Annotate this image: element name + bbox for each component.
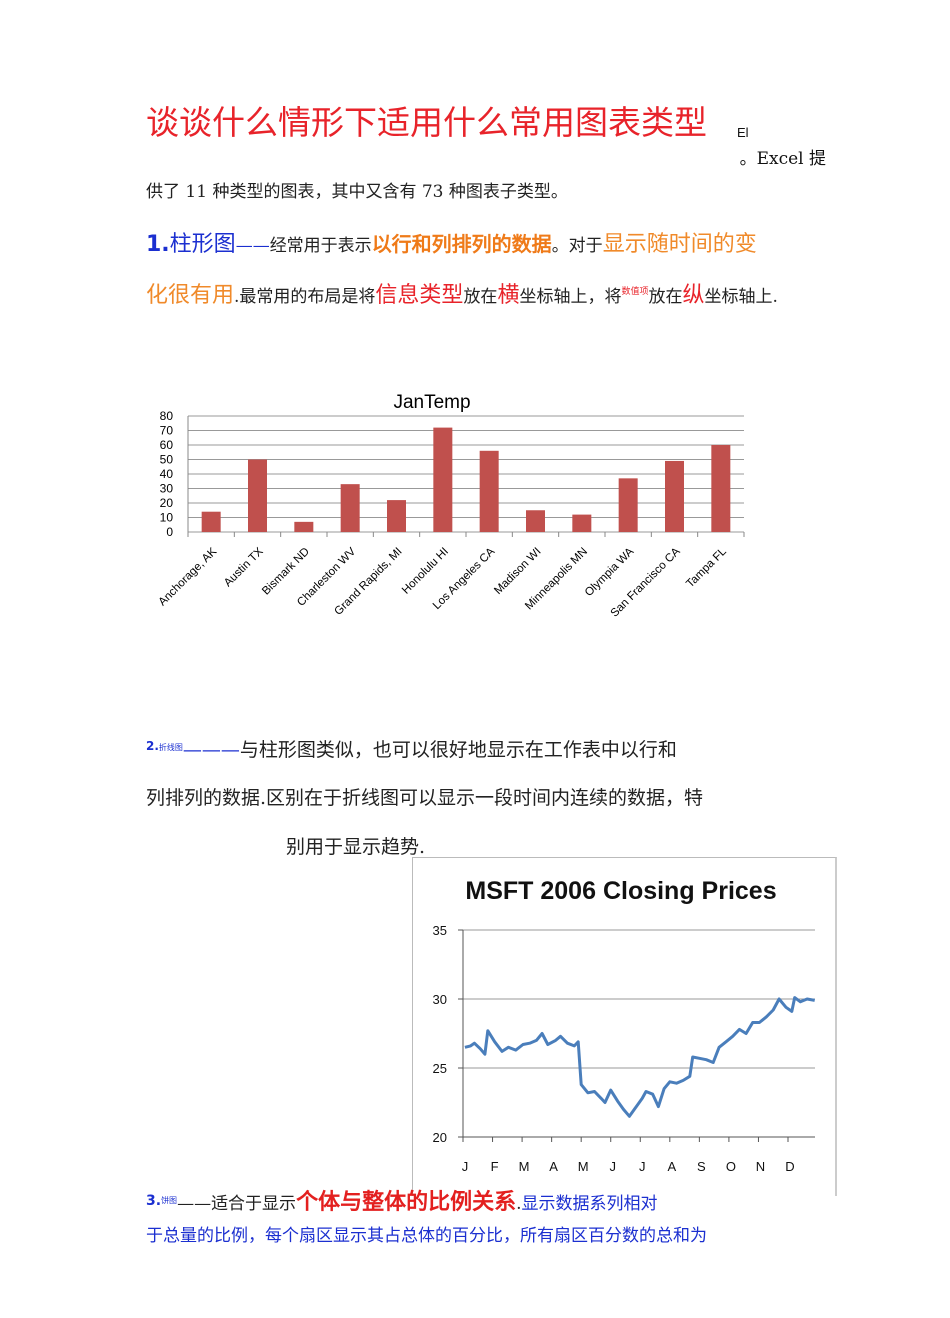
text: 显示数据系列相对: [521, 1194, 658, 1214]
section2-number: 2.: [146, 739, 159, 753]
text: .最常用的布局是将: [234, 287, 376, 307]
chart-title: JanTemp: [393, 392, 470, 413]
section3-number: 3.: [146, 1193, 162, 1209]
text: 放在: [463, 287, 498, 307]
y-tick-label: 20: [160, 496, 174, 510]
x-tick-label: Bismark ND: [260, 546, 312, 598]
x-tick-label: Los Angeles CA: [431, 545, 498, 612]
text: .: [516, 1194, 522, 1214]
y-tick-label: 80: [160, 409, 174, 423]
title-suffix: El: [737, 125, 749, 140]
section2-line2: 列排列的数据.区别在于折线图可以显示一段时间内连续的数据，特: [146, 787, 704, 809]
section2-line3: 别用于显示趋势.: [286, 836, 426, 858]
x-tick-label: Austin TX: [222, 545, 266, 589]
bar: [201, 511, 221, 532]
highlight: 横: [497, 283, 520, 308]
x-tick-label: Tampa FL: [684, 545, 729, 590]
page-title: 谈谈什么情形下适用什么常用图表类型: [146, 103, 707, 142]
bar: [665, 460, 684, 532]
bar: [618, 478, 638, 532]
y-tick-label: 30: [160, 482, 174, 496]
x-tick-label: Anchorage, AK: [157, 545, 220, 608]
bar: [711, 445, 731, 532]
section3-line1: 3.饼图——适合于显示个体与整体的比例关系.显示数据系列相对: [146, 1192, 657, 1214]
bar: [526, 510, 545, 532]
bar: [433, 427, 453, 532]
section1-line2: 化很有用.最常用的布局是将信息类型放在横坐标轴上，将数值项放在纵坐标轴上.: [146, 285, 778, 307]
y-tick-label: 50: [160, 453, 174, 467]
text: 。对于: [551, 236, 603, 256]
y-tick-label: 40: [160, 467, 174, 481]
section2-line1: 2.折线图———与柱形图类似，也可以很好地显示在工作表中以行和: [146, 740, 677, 760]
x-tick-label: Olympia WA: [583, 545, 637, 599]
x-tick-label: Minneapolis MN: [523, 546, 590, 613]
text: 经常用于表示: [269, 236, 372, 256]
x-tick-label: Grand Rapids, MI: [332, 546, 404, 618]
bar: [340, 484, 360, 532]
bar: [387, 500, 406, 532]
x-tick-label: San Francisco CA: [609, 545, 683, 619]
x-tick-label: Charleston WV: [295, 545, 358, 608]
section3-dash: ——: [177, 1194, 212, 1214]
section1-number: 1.: [146, 232, 170, 257]
highlight: 化很有用: [146, 283, 235, 308]
y-tick-label: 60: [160, 438, 174, 452]
highlight: 显示随时间的变: [602, 232, 757, 257]
highlight: 纵: [682, 283, 705, 308]
intro-line-2: 供了 11 种类型的图表，其中又含有 73 种图表子类型。: [146, 182, 568, 202]
bar: [479, 450, 499, 532]
highlight: 数值项: [621, 287, 649, 297]
section2-dash: ———: [182, 739, 240, 761]
y-tick-label: 10: [160, 511, 174, 525]
section3-name: 饼图: [161, 1196, 178, 1205]
text: 适合于显示: [211, 1194, 297, 1214]
bar: [248, 459, 267, 532]
section1-dash: ——: [235, 236, 270, 256]
highlight: 信息类型: [375, 283, 464, 308]
section1-line1: 1.柱形图——经常用于表示以行和列排列的数据。对于显示随时间的变: [146, 234, 757, 256]
intro-line-1: 。Excel 提: [739, 149, 826, 169]
bar: [294, 521, 314, 532]
section3-line2: 于总量的比例，每个扇区显示其占总体的百分比，所有扇区百分数的总和为: [146, 1226, 707, 1246]
highlight: 个体与整体的比例关系: [296, 1190, 517, 1215]
text: 与柱形图类似，也可以很好地显示在工作表中以行和: [239, 739, 677, 761]
section1-name: 柱形图: [169, 232, 236, 257]
text: 放在: [648, 287, 683, 307]
highlight: 以行和列排列的数据: [371, 232, 552, 256]
y-tick-label: 0: [166, 525, 173, 539]
x-tick-label: Honolulu HI: [400, 546, 451, 597]
bar: [572, 514, 592, 532]
text: 坐标轴上.: [704, 287, 778, 307]
section2-name: 折线图: [158, 743, 183, 752]
msft-chart-frame: [412, 857, 837, 1196]
text: 坐标轴上，将: [519, 287, 622, 307]
x-tick-label: Madison WI: [492, 546, 543, 597]
y-tick-label: 70: [160, 424, 174, 438]
